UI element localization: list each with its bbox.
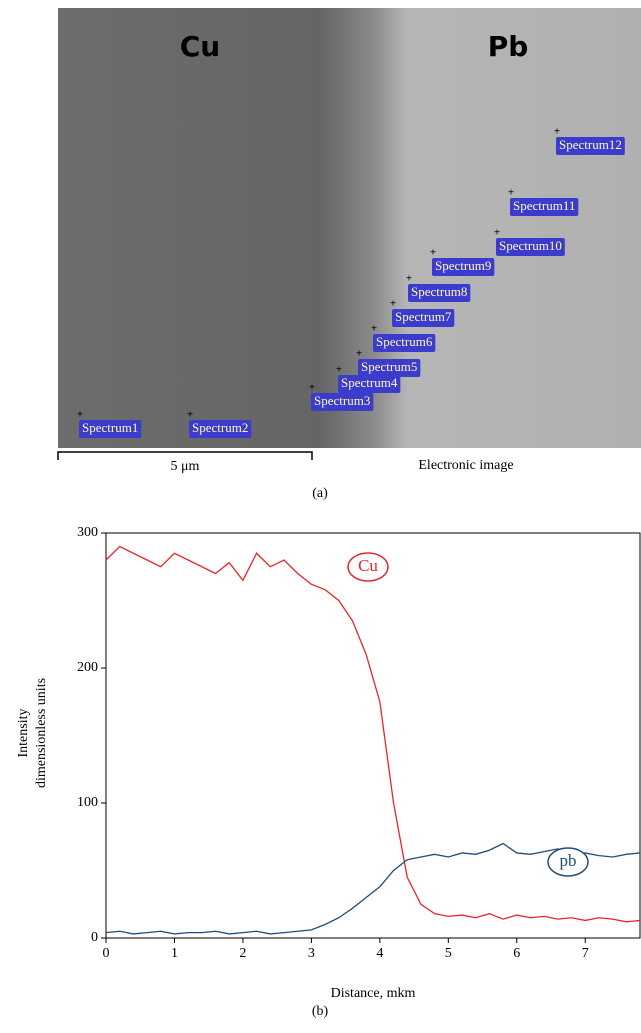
crosshair: + xyxy=(390,298,396,310)
crosshair: + xyxy=(187,409,193,421)
spectrum-label: Spectrum6 xyxy=(376,334,433,349)
panel-label: (a) xyxy=(312,486,328,501)
region-label: Cu xyxy=(180,30,220,63)
spectrum-label: Spectrum12 xyxy=(559,137,622,152)
image-caption: Electronic image xyxy=(418,458,513,473)
crosshair: + xyxy=(336,364,342,376)
y-tick-label: 0 xyxy=(91,930,98,945)
spectrum-box xyxy=(392,309,455,327)
label-ellipse xyxy=(547,847,589,877)
spectrum-box xyxy=(338,375,401,393)
x-tick-label: 5 xyxy=(445,946,452,961)
spectrum-box xyxy=(358,359,421,377)
spectrum-label: Spectrum11 xyxy=(513,198,575,213)
spectrum-label: Spectrum1 xyxy=(82,420,138,435)
panel-label: (b) xyxy=(312,1004,329,1019)
spectrum-label: Spectrum3 xyxy=(314,393,370,408)
spectrum-label: Spectrum8 xyxy=(411,284,467,299)
y-axis-label: dimensionless units xyxy=(34,678,49,788)
spectrum-label: Spectrum2 xyxy=(192,420,248,435)
scale-bar xyxy=(57,451,313,460)
spectrum-box xyxy=(373,334,436,352)
crosshair: + xyxy=(371,323,377,335)
spectrum-box xyxy=(556,137,625,155)
x-tick-label: 1 xyxy=(171,946,178,961)
spectrum-label: Spectrum7 xyxy=(395,309,452,324)
x-tick-label: 3 xyxy=(308,946,315,961)
y-axis-label: Intensity xyxy=(16,709,31,758)
spectrum-label: Spectrum5 xyxy=(361,359,417,374)
spectrum-box xyxy=(496,238,565,256)
region-label: Pb xyxy=(488,30,529,63)
crosshair: + xyxy=(494,227,500,239)
scale-label: 5 μm xyxy=(171,459,200,474)
spectrum-box xyxy=(408,284,471,302)
line-series xyxy=(105,842,641,935)
x-tick-label: 0 xyxy=(103,946,110,961)
y-tick-label: 300 xyxy=(77,525,98,540)
y-tick-label: 100 xyxy=(77,795,98,810)
electron-image xyxy=(58,8,641,448)
crosshair: + xyxy=(356,348,362,360)
spectrum-box xyxy=(510,198,579,216)
spectrum-box xyxy=(79,420,142,438)
crosshair: + xyxy=(430,247,436,259)
series-label: Cu xyxy=(358,556,378,575)
crosshair: + xyxy=(77,409,83,421)
crosshair: + xyxy=(309,382,315,394)
plot-frame xyxy=(105,532,641,939)
crosshair: + xyxy=(508,187,514,199)
spectrum-label: Spectrum9 xyxy=(435,258,491,273)
spectrum-label: Spectrum4 xyxy=(341,375,398,390)
x-tick-label: 6 xyxy=(513,946,520,961)
spectrum-box xyxy=(311,393,374,411)
line-series xyxy=(105,545,641,923)
series-label: pb xyxy=(560,851,577,870)
x-tick-label: 4 xyxy=(376,946,383,961)
spectrum-box xyxy=(189,420,252,438)
x-tick-label: 2 xyxy=(239,946,246,961)
crosshair: + xyxy=(406,273,412,285)
spectrum-label: Spectrum10 xyxy=(499,238,562,253)
x-axis-label: Distance, mkm xyxy=(331,986,416,1001)
label-ellipse xyxy=(347,552,389,582)
spectrum-box xyxy=(432,258,495,276)
x-tick-label: 7 xyxy=(582,946,589,961)
crosshair: + xyxy=(554,126,560,138)
y-tick-label: 200 xyxy=(77,660,98,675)
